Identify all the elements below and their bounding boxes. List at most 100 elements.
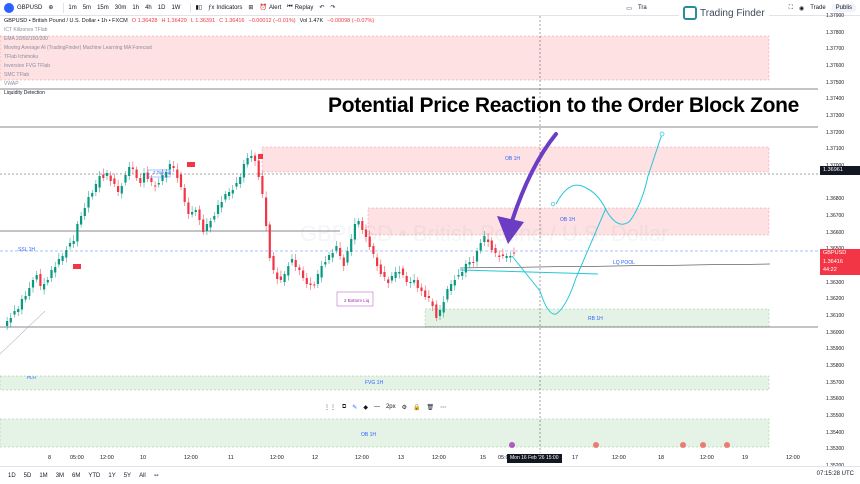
range-5y[interactable]: 5Y bbox=[123, 472, 132, 479]
candle-body bbox=[324, 262, 327, 265]
timeframe-1d[interactable]: 1D bbox=[157, 4, 166, 11]
candle-body bbox=[335, 246, 338, 251]
trading-label[interactable]: Tra bbox=[637, 5, 647, 11]
reaction-arrow-head bbox=[497, 216, 524, 244]
range-5d[interactable]: 5D bbox=[23, 472, 32, 479]
indicator-row[interactable]: TFlab Ichimoku bbox=[4, 54, 39, 60]
pen-icon[interactable]: ✎ bbox=[352, 404, 358, 411]
timeframe-1m[interactable]: 1m bbox=[68, 4, 77, 11]
timeframe-1w[interactable]: 1W bbox=[171, 4, 181, 11]
trade-button[interactable]: Trade bbox=[810, 5, 826, 11]
legend-volume-change: −0.00098 (−0.07%) bbox=[327, 18, 375, 24]
projection-endpoint bbox=[659, 131, 665, 137]
range-all[interactable]: All bbox=[139, 472, 146, 479]
utc-clock[interactable]: 07:15:28 UTC bbox=[816, 471, 854, 477]
visual-order-icon[interactable]: ⧉ bbox=[342, 403, 347, 410]
candle-body bbox=[224, 194, 227, 200]
candle-body bbox=[398, 272, 401, 274]
range-ytd[interactable]: YTD bbox=[88, 472, 101, 479]
candle-body bbox=[357, 221, 360, 225]
ob-zone-label: OB 1H bbox=[560, 217, 576, 223]
line-width-label[interactable]: 2px bbox=[385, 404, 396, 410]
candle-body bbox=[427, 296, 430, 298]
candle-body bbox=[28, 288, 31, 296]
countdown-tag: 44:22 bbox=[820, 266, 860, 275]
event-icon bbox=[700, 442, 706, 448]
indicator-row[interactable]: VWAP bbox=[4, 81, 19, 87]
indicator-row[interactable]: EMA 20/50/100/200 bbox=[4, 36, 48, 42]
indicator-row[interactable]: ICT Killzones TFlab bbox=[4, 27, 48, 33]
candle-body bbox=[91, 193, 94, 197]
candle-body bbox=[172, 166, 175, 168]
range-1y[interactable]: 1Y bbox=[108, 472, 116, 479]
candle-body bbox=[183, 188, 186, 202]
candle-body bbox=[320, 266, 323, 278]
range-1m[interactable]: 1M bbox=[39, 472, 48, 479]
drag-handle-icon[interactable]: ⋮⋮ bbox=[324, 404, 336, 411]
trading-finder-logo: Trading Finder bbox=[679, 4, 769, 22]
more-icon[interactable]: ⋯ bbox=[440, 404, 447, 411]
templates-icon[interactable]: ⊞ bbox=[248, 5, 254, 11]
candle-body bbox=[461, 272, 464, 276]
candle-body bbox=[494, 248, 497, 253]
fullscreen-icon[interactable]: ⛶ bbox=[788, 4, 793, 11]
candle-body bbox=[209, 221, 212, 228]
indicator-row[interactable]: Inversion FVG TFlab bbox=[4, 63, 51, 69]
candle-body bbox=[246, 158, 249, 165]
indicator-row-liquidity[interactable]: Liquidity Detection bbox=[4, 90, 45, 96]
candle-body bbox=[501, 254, 504, 256]
time-axis-label: 18 bbox=[658, 455, 665, 461]
price-axis-label: 1.36200 bbox=[826, 296, 845, 302]
candle-body bbox=[135, 169, 138, 178]
add-symbol-icon[interactable]: ⊕ bbox=[48, 5, 54, 11]
indicator-row[interactable]: Moving Average AI (TradingFinder) Machin… bbox=[4, 45, 152, 51]
candle-body bbox=[405, 276, 408, 282]
candle-body bbox=[265, 197, 268, 226]
bar-style-icon[interactable]: ▮▯ bbox=[195, 5, 203, 11]
fill-icon[interactable]: ◆ bbox=[363, 404, 368, 411]
symbol-icon[interactable] bbox=[4, 2, 14, 13]
candle-body bbox=[43, 284, 46, 290]
indicators-button[interactable]: ƒx Indicators bbox=[208, 5, 242, 11]
delete-icon[interactable]: 🗑 bbox=[426, 404, 435, 411]
candle-body bbox=[9, 318, 12, 323]
range-6m[interactable]: 6M bbox=[72, 472, 81, 479]
symbol-search[interactable]: GBPUSD bbox=[17, 4, 43, 11]
candle-body bbox=[161, 175, 164, 181]
candle-body bbox=[350, 239, 353, 252]
drawing-toolbar: ⋮⋮ ⧉ ✎ ◆ — 2px ⚙ 🔒 🗑 ⋯ bbox=[320, 399, 451, 415]
time-axis-label: 12 bbox=[312, 455, 319, 461]
settings-icon[interactable]: ⚙ bbox=[401, 404, 408, 411]
price-axis-label: 1.37100 bbox=[826, 146, 845, 152]
logo-text: Trading Finder bbox=[700, 7, 765, 19]
candle-body bbox=[283, 274, 286, 282]
timeframe-30m[interactable]: 30m bbox=[114, 4, 127, 11]
lock-icon[interactable]: 🔒 bbox=[413, 404, 421, 411]
publish-button[interactable]: Publis bbox=[831, 4, 856, 12]
line-width-icon[interactable]: — bbox=[373, 404, 380, 410]
redo-icon[interactable]: ↷ bbox=[330, 5, 336, 11]
timeframe-4h[interactable]: 4h bbox=[145, 4, 152, 11]
timeframe-1h[interactable]: 1h bbox=[132, 4, 140, 11]
indicator-row[interactable]: SMC TFlab bbox=[4, 72, 30, 78]
legend-symbol-title[interactable]: GBPUSD • British Pound / U.S. Dollar • 1… bbox=[4, 18, 128, 24]
candle-body bbox=[113, 178, 116, 184]
undo-icon[interactable]: ↶ bbox=[319, 5, 325, 11]
layout-icon[interactable]: ▭ bbox=[626, 5, 632, 12]
price-axis-label: 1.36600 bbox=[826, 230, 845, 236]
date-range-icon[interactable]: ⇿ bbox=[153, 473, 159, 479]
price-chart[interactable]: GBPUSD • British Pound / U.S. Dollar bbox=[0, 16, 818, 453]
range-3m[interactable]: 3M bbox=[55, 472, 65, 479]
range-1d[interactable]: 1D bbox=[8, 472, 16, 479]
current-price-tag: 1.36416 bbox=[820, 258, 860, 267]
time-axis[interactable]: 05:00 8 12:00 10 12:00 11 12:00 12 12:00 13 12:00 1… bbox=[0, 453, 818, 465]
replay-button[interactable]: ⏮ Replay bbox=[287, 4, 313, 11]
alert-button[interactable]: ⏰ Alert bbox=[259, 4, 281, 12]
snapshot-icon[interactable]: ◉ bbox=[798, 5, 805, 12]
price-axis-label: 1.36100 bbox=[826, 313, 845, 319]
timeframe-5m[interactable]: 5m bbox=[82, 4, 92, 11]
ob-zone bbox=[367, 207, 770, 236]
timeframe-15m[interactable]: 15m bbox=[97, 4, 109, 11]
candle-body bbox=[150, 178, 153, 182]
candle-body bbox=[128, 167, 131, 176]
